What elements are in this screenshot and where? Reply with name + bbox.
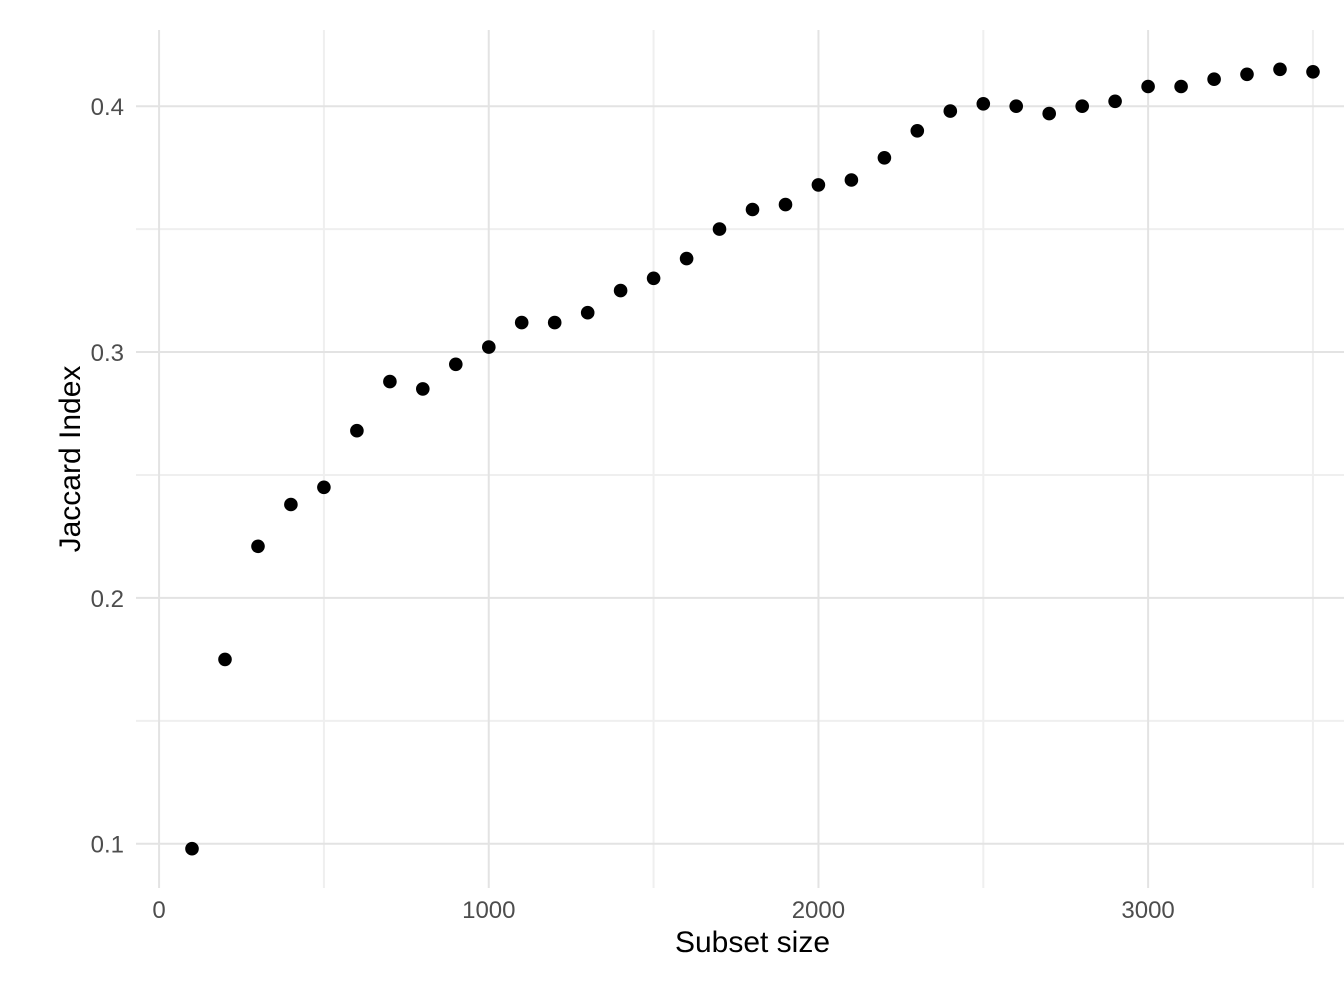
data-point	[811, 178, 826, 192]
data-point	[1009, 99, 1023, 113]
data-point	[185, 841, 199, 856]
data-point	[1108, 94, 1122, 109]
data-point	[1075, 99, 1089, 113]
data-point	[317, 480, 331, 495]
data-point	[218, 652, 232, 667]
scatter-plot-figure: 0 1000 2000 3000 0.1 0.2 0.3 0.4 Subset size J…	[40, 16, 1344, 976]
data-point	[646, 271, 661, 286]
data-point	[712, 222, 727, 236]
data-point	[877, 151, 892, 165]
x-tick-label: 2000	[792, 897, 845, 924]
scatter-plot: 0 1000 2000 3000 0.1 0.2 0.3 0.4 Subset size J…	[40, 16, 1344, 976]
data-point	[1141, 79, 1155, 94]
data-point	[251, 539, 265, 554]
data-point	[514, 315, 529, 330]
data-point	[449, 357, 463, 372]
data-point	[580, 305, 595, 320]
data-point	[383, 374, 397, 389]
data-point	[679, 251, 694, 266]
x-tick-label: 1000	[462, 897, 515, 924]
plot-background	[40, 16, 1344, 976]
x-axis-title: Subset size	[675, 926, 830, 959]
x-tick-label: 3000	[1121, 897, 1174, 924]
major-gridlines	[136, 30, 1344, 888]
minor-gridlines	[136, 30, 1344, 888]
y-tick-label: 0.3	[91, 340, 124, 367]
data-point	[1042, 106, 1056, 121]
data-point	[1273, 62, 1287, 77]
data-point	[1240, 67, 1254, 82]
data-point	[416, 382, 430, 396]
y-axis-tick-labels: 0.1 0.2 0.3 0.4	[91, 94, 124, 859]
data-point	[613, 283, 628, 298]
data-point	[1174, 79, 1188, 94]
data-points	[185, 62, 1320, 856]
y-axis-title: Jaccard Index	[54, 366, 87, 553]
y-tick-label: 0.1	[91, 832, 124, 859]
data-point	[1207, 72, 1221, 86]
data-point	[976, 97, 991, 111]
data-point	[1306, 65, 1320, 79]
data-point	[284, 497, 298, 512]
x-tick-label: 0	[152, 897, 165, 924]
data-point	[943, 104, 958, 118]
data-point	[745, 202, 760, 217]
y-tick-label: 0.2	[91, 586, 124, 613]
data-point	[844, 173, 859, 187]
data-point	[482, 340, 496, 354]
x-axis-tick-labels: 0 1000 2000 3000	[152, 897, 1174, 924]
data-point	[910, 124, 925, 138]
data-point	[778, 197, 793, 212]
data-point	[547, 315, 562, 330]
data-point	[350, 423, 364, 438]
y-tick-label: 0.4	[91, 94, 124, 121]
